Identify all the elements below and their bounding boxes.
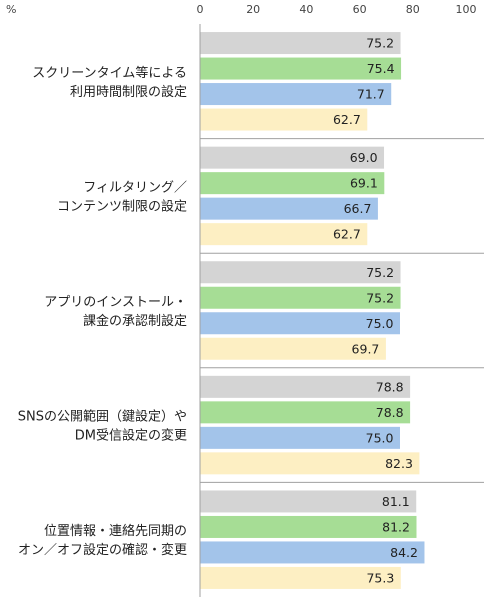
category-label: SNSの公開範囲（鍵設定）や xyxy=(18,409,187,425)
category-label: オン／オフ設定の確認・変更 xyxy=(18,542,187,558)
bar xyxy=(200,452,420,475)
value-label: 75.2 xyxy=(366,265,394,280)
bar xyxy=(200,261,401,284)
bar xyxy=(200,490,417,513)
category-label: スクリーンタイム等による xyxy=(32,65,187,81)
category-label: コンテンツ制限の設定 xyxy=(57,198,187,214)
bar xyxy=(200,32,401,55)
category-label: DM受信設定の変更 xyxy=(75,428,187,444)
category-label: 位置情報・連絡先同期の xyxy=(44,523,187,539)
bar xyxy=(200,566,401,589)
value-label: 81.1 xyxy=(382,494,410,509)
x-axis-ticks: 0 20 40 60 80 100 xyxy=(197,3,477,16)
value-label: 71.7 xyxy=(357,87,385,102)
bar xyxy=(200,108,368,131)
bar xyxy=(200,375,411,398)
bar xyxy=(200,515,417,538)
bar xyxy=(200,541,425,564)
value-label: 78.8 xyxy=(376,405,404,420)
value-label: 75.0 xyxy=(366,430,394,445)
category-label: 利用時間制限の設定 xyxy=(70,84,187,100)
bar xyxy=(200,337,386,360)
value-label: 62.7 xyxy=(333,112,361,127)
bar xyxy=(200,312,400,335)
unit-label: % xyxy=(6,3,16,16)
value-label: 66.7 xyxy=(344,201,372,216)
bar xyxy=(200,83,392,106)
bar xyxy=(200,57,402,80)
bar xyxy=(200,223,368,246)
value-label: 62.7 xyxy=(333,227,361,242)
value-label: 82.3 xyxy=(385,456,413,471)
value-label: 69.7 xyxy=(352,341,380,356)
value-label: 75.4 xyxy=(367,61,395,76)
value-label: 75.2 xyxy=(366,290,394,305)
bar xyxy=(200,286,401,309)
value-label: 84.2 xyxy=(390,545,418,560)
x-tick-label: 40 xyxy=(299,3,313,16)
value-label: 69.1 xyxy=(350,176,378,191)
category-label: アプリのインストール・ xyxy=(44,295,187,310)
x-tick-label: 60 xyxy=(353,3,367,16)
x-tick-label: 0 xyxy=(197,3,204,16)
category-label: フィルタリング／ xyxy=(83,180,187,195)
bar xyxy=(200,197,378,220)
bar xyxy=(200,146,385,169)
x-tick-label: 80 xyxy=(406,3,420,16)
value-label: 81.2 xyxy=(382,519,410,534)
value-label: 75.3 xyxy=(366,570,394,585)
category-label: 課金の承認制設定 xyxy=(83,313,187,329)
x-tick-label: 100 xyxy=(456,3,477,16)
bar xyxy=(200,172,385,195)
bar xyxy=(200,426,400,449)
value-label: 75.0 xyxy=(366,316,394,331)
value-label: 75.2 xyxy=(366,36,394,51)
value-label: 69.0 xyxy=(350,150,378,165)
value-label: 78.8 xyxy=(376,379,404,394)
bar xyxy=(200,401,411,424)
x-tick-label: 20 xyxy=(246,3,260,16)
